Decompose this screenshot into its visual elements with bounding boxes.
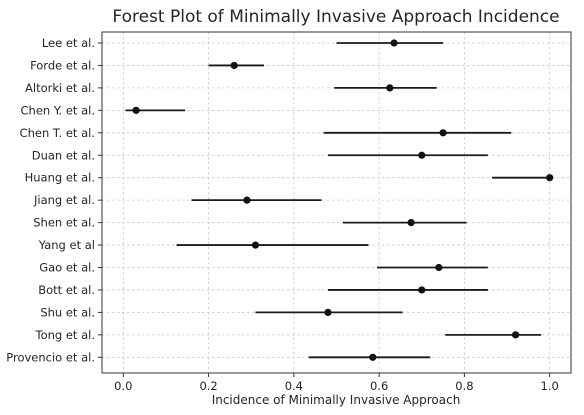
study-label: Jiang et al. [33,193,95,207]
point-estimate [546,174,554,182]
study-label: Chen T. et al. [20,126,95,140]
study-label: Huang et al. [25,171,95,185]
point-estimate [418,286,426,294]
x-tick-label: 0.2 [199,379,217,393]
study-label: Yang et al [38,238,95,252]
plot-frame [101,31,572,374]
study-label: Tong et al. [35,328,96,342]
study-label: Gao et al. [39,261,95,275]
x-axis-label: Incidence of Minimally Invasive Approach [212,393,461,407]
point-estimate [435,263,443,272]
point-estimate [132,106,140,114]
study-label: Lee et al. [42,36,95,50]
study-label: Bott et al. [38,283,95,297]
point-estimate [324,308,332,316]
x-tick-label: 0.0 [114,379,132,393]
study-label: Shu et al. [40,305,95,319]
study-label: Chen Y. et al. [21,103,95,117]
study-label: Forde et al. [30,58,95,72]
x-tick-label: 0.4 [285,379,303,393]
chart-title: Forest Plot of Minimally Invasive Approa… [112,7,559,27]
x-tick-label: 0.8 [455,379,473,393]
x-ticks: 0.0 0.2 0.4 0.6 0.8 1.0 [98,42,559,393]
x-tick-label: 1.0 [541,379,559,393]
grid-layer [102,32,571,373]
marks-layer [125,39,554,361]
point-estimate [439,129,447,137]
point-estimate [230,61,238,70]
study-label: Altorki et al. [25,81,95,95]
point-estimate [386,84,394,92]
point-estimate [369,353,377,361]
point-estimate [390,39,398,47]
study-labels: Lee et al. Forde et al. Altorki et al. Chen… [6,36,95,364]
study-label: Shen et al. [33,216,95,230]
point-estimate [243,196,251,204]
study-label: Provencio et al. [6,350,95,364]
study-label: Duan et al. [32,148,95,162]
point-estimate [407,219,415,227]
point-estimate [251,241,260,249]
x-tick-label: 0.6 [370,379,388,393]
point-estimate [511,331,520,339]
point-estimate [418,151,426,159]
